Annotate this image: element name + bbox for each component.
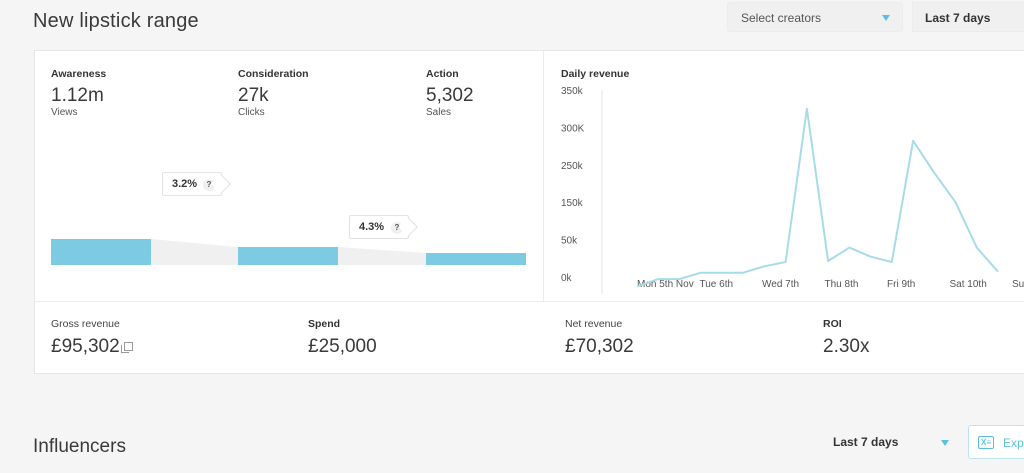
chart-title: Daily revenue [561, 68, 630, 80]
kpi-spend: Spend £25,000 [308, 318, 377, 357]
conversion-tooltip-1: 3.2% ? [162, 172, 231, 196]
conversion-tooltip-2: 4.3% ? [349, 215, 418, 239]
revenue-line [636, 107, 999, 288]
metric-label: Awareness [51, 68, 107, 80]
x-tick-label: Sun 11th [1012, 279, 1024, 290]
select-creators-label: Select creators [741, 11, 822, 25]
export-button-label: Exp [1003, 436, 1024, 450]
copy-icon[interactable] [120, 342, 133, 353]
x-tick-label: Fri 9th [887, 279, 915, 290]
export-button[interactable]: X≡ Exp [968, 425, 1024, 459]
metric-label: Consideration [238, 68, 309, 80]
funnel-bar-consideration [238, 247, 338, 265]
kpi-label: ROI [823, 318, 842, 330]
kpi-value: £70,302 [565, 336, 634, 357]
conversion-rate: 4.3% [359, 221, 385, 233]
metric-value: 5,302 [426, 85, 474, 106]
date-range-label: Last 7 days [925, 11, 991, 25]
x-tick-label: Thu 8th [825, 279, 859, 290]
metric-sub: Sales [426, 107, 452, 118]
x-tick-label: Sat 10th [950, 279, 987, 290]
kpi-roi: ROI 2.30x [823, 318, 869, 357]
y-tick-label: 150k [561, 198, 584, 209]
metric-consideration: Consideration 27k Clicks [238, 68, 309, 118]
excel-icon: X≡ [978, 436, 994, 449]
x-tick-label: Tue 6th [700, 279, 734, 290]
metric-action: Action 5,302 Sales [426, 68, 474, 118]
page-title: New lipstick range [33, 10, 199, 32]
y-tick-label: 0k [561, 273, 573, 284]
campaign-summary-card: Awareness 1.12m Views Consideration 27k … [34, 50, 1024, 374]
metric-value: 1.12m [51, 85, 104, 106]
select-creators-dropdown[interactable]: Select creators [727, 2, 903, 32]
kpi-gross-revenue: Gross revenue £95,302 [51, 318, 133, 357]
metric-sub: Clicks [238, 107, 265, 118]
chevron-down-icon [882, 15, 890, 21]
influencers-date-range-dropdown[interactable]: Last 7 days [819, 425, 959, 459]
y-tick-label: 350k [561, 86, 584, 97]
daily-revenue-chart: 350k 300K 250k 150k 50k 0k Mon 5th Nov Tue 6th W… [561, 86, 1024, 294]
metric-value: 27k [238, 85, 269, 106]
kpi-value-text: £95,302 [51, 336, 120, 357]
card-vertical-divider [543, 51, 544, 301]
kpi-label: Spend [308, 318, 341, 330]
kpi-value: £95,302 [51, 337, 133, 357]
kpi-value: £25,000 [308, 336, 377, 357]
x-tick-label: Wed 7th [762, 279, 799, 290]
date-range-dropdown[interactable]: Last 7 days [912, 2, 1024, 32]
section-title-influencers: Influencers [33, 436, 126, 457]
kpi-label: Gross revenue [51, 318, 120, 330]
funnel-connector [151, 239, 238, 265]
kpi-value: 2.30x [823, 336, 870, 357]
funnel-chart [51, 239, 526, 265]
date-range-label: Last 7 days [833, 435, 899, 449]
metric-label: Action [426, 68, 459, 80]
x-tick-label: Mon 5th Nov [637, 279, 694, 290]
y-tick-label: 300K [561, 123, 585, 134]
funnel-bar-awareness [51, 239, 151, 265]
funnel-connector [338, 247, 426, 265]
y-tick-label: 50k [561, 236, 578, 247]
kpi-net-revenue: Net revenue £70,302 [565, 318, 634, 357]
y-tick-label: 250k [561, 161, 584, 172]
kpi-label: Net revenue [565, 318, 623, 330]
chevron-down-icon [941, 440, 949, 446]
metric-awareness: Awareness 1.12m Views [51, 68, 106, 118]
metric-sub: Views [51, 107, 78, 118]
funnel-bar-action [426, 253, 526, 265]
conversion-rate: 3.2% [172, 178, 198, 190]
card-horizontal-divider [35, 301, 1024, 302]
